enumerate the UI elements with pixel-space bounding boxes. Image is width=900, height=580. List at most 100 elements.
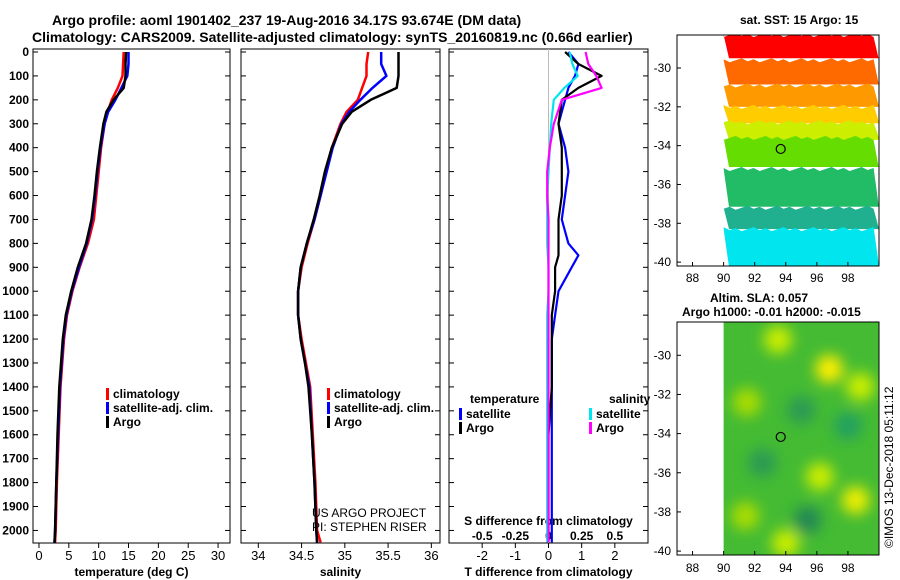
sla-anomaly-blob — [841, 486, 870, 515]
diff-series-t-satellite — [550, 51, 580, 543]
legend-swatch — [327, 402, 330, 414]
sst-band — [723, 35, 879, 61]
temp-legend-label: Argo — [113, 415, 141, 429]
diff-legend-left-label: satellite — [466, 407, 511, 421]
x-tick-label: 35 — [338, 548, 352, 563]
sst-band — [723, 120, 879, 140]
map-lat-label: -38 — [654, 505, 672, 519]
sst-band — [723, 135, 879, 169]
temp-series-argo — [53, 51, 128, 543]
legend-title-salinity: salinity — [609, 392, 651, 406]
sal-legend-label: satellite-adj. clim. — [334, 401, 434, 415]
sla-anomaly-blob — [731, 501, 760, 530]
map-lat-label: -32 — [654, 100, 672, 114]
x-tick-label: 5 — [65, 548, 72, 563]
depth-tick-label: 1800 — [2, 476, 29, 490]
map-lat-label: -36 — [654, 177, 672, 191]
map-content-sla — [723, 322, 879, 555]
depth-tick-label: 700 — [9, 212, 29, 226]
x-tick-label: 36 — [424, 548, 438, 563]
x-tick-label: 34.5 — [289, 548, 314, 563]
map-lon-label: 92 — [748, 271, 762, 285]
map-lat-label: -36 — [654, 466, 672, 480]
depth-tick-label: 500 — [9, 165, 29, 179]
map-lat-label: -40 — [654, 255, 672, 269]
depth-tick-label: 1500 — [2, 404, 29, 418]
top-x-tick-label: -0.5 — [472, 529, 493, 543]
legend-swatch — [589, 408, 592, 420]
sal-legend-label: climatology — [334, 387, 401, 401]
chart-title-line2: Climatology: CARS2009. Satellite-adjuste… — [32, 29, 633, 45]
sla-anomaly-blob — [815, 354, 844, 383]
depth-tick-label: 600 — [9, 189, 29, 203]
legend-swatch — [327, 416, 330, 428]
sst-map-title: sat. SST: 15 Argo: 15 — [740, 13, 859, 27]
map-lat-label: -34 — [654, 427, 672, 441]
sla-anomaly-blob — [787, 396, 816, 425]
map-lon-label: 98 — [841, 561, 855, 575]
credit-project: US ARGO PROJECT — [312, 506, 427, 520]
top-x-tick-label: -0.25 — [502, 529, 530, 543]
x-tick-label: 35.5 — [375, 548, 400, 563]
map-lat-label: -32 — [654, 387, 672, 401]
imos-stamp: ©IMOS 13-Dec-2018 05:11:12 — [882, 386, 896, 548]
sla-map-frame — [676, 321, 880, 556]
map-lon-label: 90 — [717, 561, 731, 575]
x-tick-label: 2 — [611, 548, 618, 563]
depth-tick-label: 400 — [9, 141, 29, 155]
sst-band — [723, 83, 879, 107]
map-lon-label: 88 — [686, 271, 700, 285]
diff-legend-right-label: satellite — [596, 407, 641, 421]
x-tick-label: 10 — [91, 548, 105, 563]
chart-title-line1: Argo profile: aoml 1901402_237 19-Aug-20… — [52, 12, 522, 28]
map-lon-label: 92 — [748, 561, 762, 575]
map-lon-label: 96 — [810, 271, 824, 285]
sla-blobs — [731, 325, 875, 555]
map-lat-label: -38 — [654, 216, 672, 230]
diff-legend-left-label: Argo — [466, 421, 494, 435]
sla-map-subtitle: Argo h1000: -0.01 h2000: -0.015 — [682, 305, 861, 319]
x-tick-label: -1 — [510, 548, 522, 563]
map-lon-label: 98 — [841, 271, 855, 285]
depth-tick-label: 1100 — [3, 308, 29, 322]
legend-swatch — [106, 388, 109, 400]
sal-legend-label: Argo — [334, 415, 362, 429]
map-sla — [676, 321, 880, 556]
temp-legend-label: satellite-adj. clim. — [113, 401, 213, 415]
sal-series-argo — [296, 52, 400, 543]
sst-band — [723, 58, 879, 86]
legend-title-temperature: temperature — [470, 392, 540, 406]
map-content-sst — [723, 35, 879, 266]
map-sst — [676, 34, 880, 267]
x-tick-label: 0 — [545, 548, 552, 563]
legend-swatch — [106, 402, 109, 414]
sla-anomaly-blob — [805, 462, 834, 491]
top-x-tick-label: 0.5 — [606, 529, 623, 543]
argo-location-marker — [775, 431, 786, 443]
x-axis-label-temperature: temperature (deg C) — [74, 565, 188, 579]
legend-swatch — [327, 388, 330, 400]
sst-band — [723, 227, 879, 266]
x-axis-label-salinity: salinity — [320, 565, 362, 579]
diff-series-s-argo — [546, 51, 603, 543]
depth-tick-label: 300 — [9, 117, 29, 131]
sla-anomaly-blob — [846, 372, 875, 401]
map-lon-label: 94 — [779, 561, 793, 575]
depth-tick-label: 100 — [9, 69, 29, 83]
sla-anomaly-blob — [833, 411, 862, 440]
depth-tick-label: 1600 — [2, 428, 29, 442]
diff-legend-right-label: Argo — [596, 421, 624, 435]
plot-frame-salinity — [240, 48, 441, 544]
x-tick-label: 34 — [251, 548, 265, 563]
legend-swatch — [459, 422, 462, 434]
sla-anomaly-blob — [793, 505, 822, 534]
map-lon-label: 88 — [686, 561, 700, 575]
sst-band — [723, 166, 879, 208]
sla-map-title: Altim. SLA: 0.057 — [710, 291, 809, 305]
x-tick-label: 15 — [121, 548, 135, 563]
depth-tick-label: 900 — [9, 260, 29, 274]
x-tick-label: 20 — [151, 548, 165, 563]
sla-anomaly-blob — [771, 529, 800, 555]
depth-tick-label: 0 — [22, 45, 29, 59]
